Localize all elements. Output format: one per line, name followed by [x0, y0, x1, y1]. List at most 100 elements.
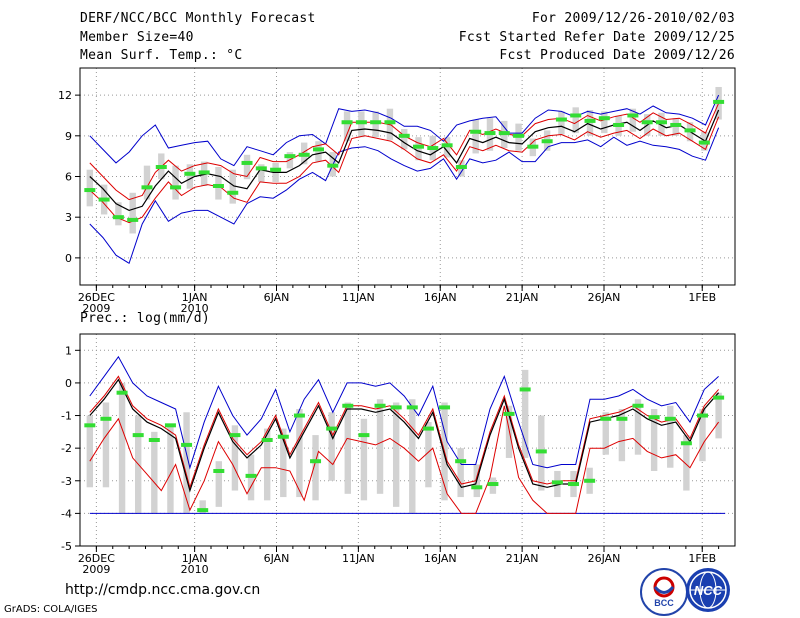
- temp-ytick-label: 6: [65, 171, 72, 184]
- prec-ytick-label: -1: [61, 410, 72, 423]
- prec-member-box: [312, 435, 319, 501]
- prec-observation-mark: [455, 459, 467, 464]
- temp-xtick-label: 26JAN: [588, 291, 621, 304]
- temp-member-box: [443, 137, 451, 158]
- prec-member-box: [409, 399, 416, 514]
- temp-member-box: [372, 111, 379, 138]
- temp-member-box: [86, 169, 94, 207]
- prec-observation-mark: [84, 423, 96, 428]
- temp-xtick-label: 21JAN: [506, 291, 539, 304]
- temp-observation-mark: [327, 163, 339, 168]
- prec-member-box: [457, 448, 464, 498]
- prec-member-box: [667, 405, 674, 468]
- prec-observation-mark: [293, 413, 305, 418]
- temp-member-box: [401, 129, 408, 150]
- prec-observation-mark: [535, 449, 547, 454]
- prec-xtick-label: 26DEC: [78, 552, 115, 565]
- source-url[interactable]: http://cmdp.ncc.cma.gov.cn: [65, 582, 261, 598]
- prec-observation-mark: [261, 438, 273, 442]
- forecast-started-date: Fcst Started Refer Date 2009/12/25: [458, 30, 735, 45]
- forecast-produced-date: Fcst Produced Date 2009/12/26: [499, 48, 735, 63]
- temp-member-box: [115, 202, 122, 226]
- temp-member-box: [172, 165, 179, 200]
- prec-member-box: [602, 412, 609, 455]
- prec-member-box: [296, 409, 303, 498]
- prec-observation-mark: [584, 478, 596, 483]
- prec-member-box: [102, 402, 110, 488]
- temp-upper-outer-line: [89, 94, 720, 167]
- prec-member-box: [231, 425, 239, 491]
- temp-observation-mark: [670, 122, 682, 127]
- temp-observation-mark: [527, 144, 539, 149]
- bcc-logo-text: BCC: [654, 598, 674, 608]
- temp-observation-mark: [513, 133, 525, 138]
- temp-xtick-year: 2009: [82, 302, 110, 315]
- temp-ytick-label: 9: [65, 130, 72, 143]
- prec-observation-mark: [213, 468, 225, 473]
- temp-xtick-label: 26DEC: [78, 291, 115, 304]
- temp-ytick-label: 0: [65, 252, 72, 265]
- temp-observation-mark: [584, 118, 596, 123]
- prec-upper-inner-line: [89, 375, 719, 490]
- prec-ytick-label: -5: [61, 540, 72, 553]
- temp-ytick-label: 12: [58, 89, 72, 102]
- ncc-logo-text: NCC: [693, 583, 723, 598]
- prec-ytick-label: -3: [61, 475, 72, 488]
- prec-observation-mark: [277, 434, 289, 439]
- temp-member-box: [258, 164, 265, 182]
- temp-lower-outer-line: [89, 127, 720, 265]
- forecast-period: For 2009/12/26-2010/02/03: [531, 11, 735, 26]
- temp-member-box: [672, 118, 679, 136]
- prec-upper-outer-line: [89, 355, 719, 470]
- ncc-logo: NCC: [686, 568, 730, 612]
- temp-ytick-label: 3: [65, 211, 72, 224]
- temp-observation-mark: [355, 120, 367, 125]
- prec-observation-mark: [600, 416, 612, 421]
- temp-xtick-label: 1FEB: [688, 291, 716, 304]
- temp-member-box: [572, 107, 579, 134]
- prec-xtick-label: 26JAN: [588, 552, 621, 565]
- prec-observation-mark: [148, 438, 160, 442]
- prec-member-box: [650, 409, 658, 471]
- prec-observation-mark: [422, 426, 434, 431]
- temp-observation-mark: [127, 217, 139, 222]
- prec-observation-mark: [358, 433, 370, 438]
- temp-xtick-label: 1JAN: [182, 291, 208, 304]
- prec-observation-mark: [326, 426, 338, 431]
- temp-member-box: [629, 108, 637, 132]
- temp-observation-mark: [641, 120, 653, 125]
- temp-observation-mark: [684, 128, 696, 133]
- temp-observation-mark: [255, 166, 267, 171]
- prec-ytick-label: 1: [65, 344, 72, 357]
- prec-observation-mark: [697, 413, 709, 418]
- temp-observation-mark: [227, 190, 239, 195]
- temp-observation-mark: [284, 154, 296, 159]
- prec-observation-mark: [503, 411, 515, 416]
- temp-ensemble-mean-line: [89, 109, 720, 212]
- prec-observation-mark: [245, 473, 257, 478]
- prec-observation-mark: [132, 433, 144, 438]
- prec-xtick-label: 1FEB: [688, 552, 716, 565]
- temp-member-box: [243, 154, 251, 180]
- temp-observation-mark: [698, 140, 710, 145]
- prec-member-box: [167, 425, 174, 514]
- temp-member-box: [229, 169, 236, 204]
- precip-panel-title: Prec.: log(mm/d): [80, 311, 211, 326]
- prec-observation-mark: [713, 395, 725, 400]
- prec-member-box: [521, 369, 529, 458]
- temp-observation-mark: [241, 160, 253, 165]
- prec-member-box: [683, 435, 690, 491]
- prec-xtick-year: 2009: [82, 563, 110, 576]
- temp-observation-mark: [341, 120, 353, 125]
- prec-member-box: [263, 428, 271, 501]
- temp-observation-mark: [541, 139, 553, 144]
- prec-observation-mark: [664, 416, 676, 421]
- temp-member-box: [558, 111, 565, 135]
- prec-member-box: [344, 402, 351, 494]
- temp-observation-mark: [370, 120, 382, 125]
- temp-observation-mark: [484, 131, 496, 136]
- prec-observation-mark: [680, 441, 692, 446]
- prec-member-box: [328, 412, 335, 481]
- prec-observation-mark: [374, 403, 386, 408]
